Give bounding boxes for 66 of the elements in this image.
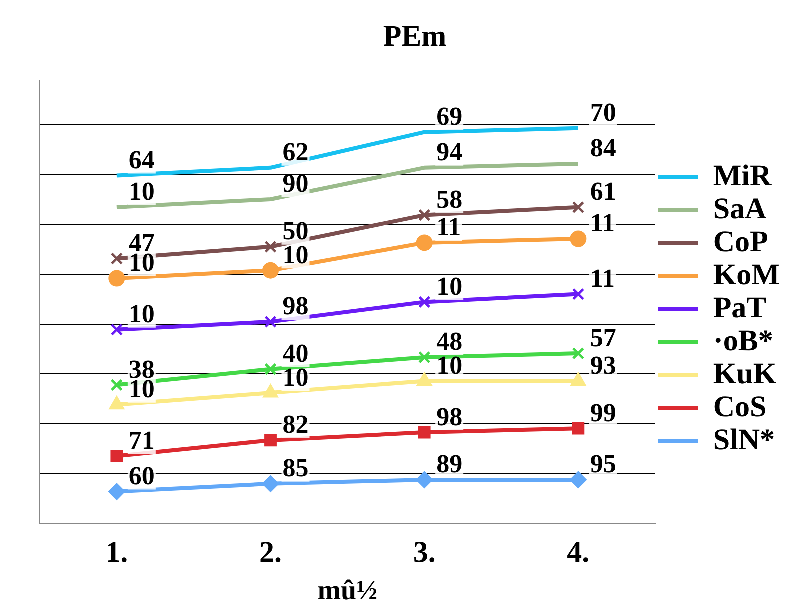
legend-label: CoP — [713, 225, 768, 258]
point — [262, 262, 280, 279]
point — [264, 434, 277, 447]
annotation: 94 — [436, 138, 463, 167]
point — [262, 476, 280, 492]
point — [110, 324, 124, 336]
chart-title: PEm — [383, 20, 447, 53]
annotation: 10 — [436, 272, 463, 301]
point — [572, 347, 585, 360]
annotation: 11 — [590, 208, 616, 238]
point — [418, 209, 431, 222]
point — [416, 234, 433, 252]
annotation: 61 — [590, 177, 616, 206]
annotation: 84 — [590, 134, 616, 163]
point — [110, 450, 124, 462]
annotation: 99 — [590, 398, 616, 428]
legend-label: CoS — [713, 390, 767, 424]
point — [418, 351, 431, 364]
annotation: 57 — [590, 323, 616, 352]
point — [570, 472, 587, 488]
annotation: 90 — [282, 169, 309, 198]
point — [572, 422, 585, 435]
annotation: 58 — [436, 185, 463, 214]
point — [264, 363, 277, 376]
legend-label: SlN* — [713, 423, 776, 456]
annotation: 89 — [436, 450, 463, 479]
point — [418, 296, 431, 308]
annotation: 98 — [436, 402, 463, 432]
point — [110, 378, 124, 392]
legend-label: KoM — [713, 258, 780, 292]
point — [108, 270, 126, 287]
annotation: 10 — [282, 362, 309, 392]
x-tick-label: 3. — [413, 536, 436, 570]
x-tick-label: 2. — [260, 536, 282, 570]
legend-label: KuK — [713, 357, 778, 390]
annotation: 71 — [128, 426, 155, 455]
annotation: 98 — [282, 292, 309, 321]
legend-label: PaT — [713, 291, 767, 324]
point — [570, 230, 587, 248]
x-axis-title: mû½ — [318, 575, 378, 606]
point — [108, 484, 126, 500]
annotation: 11 — [436, 212, 462, 242]
point — [418, 426, 431, 439]
point — [416, 472, 433, 488]
point — [110, 252, 124, 265]
legend-label: SaA — [713, 192, 768, 226]
legend-label: MiR — [713, 159, 772, 192]
annotation: 69 — [436, 102, 463, 132]
point — [264, 316, 277, 328]
point — [572, 288, 585, 300]
x-tick-label: 1. — [106, 536, 128, 570]
point — [572, 201, 585, 214]
annotation: 70 — [590, 98, 616, 128]
point — [264, 240, 277, 254]
annotation: 95 — [590, 450, 616, 479]
annotation: 62 — [282, 138, 309, 167]
annotation: 93 — [590, 350, 616, 380]
annotation: 10 — [128, 300, 155, 329]
annotation: 64 — [128, 146, 155, 175]
annotation: 11 — [590, 264, 616, 294]
annotation: 82 — [282, 410, 309, 440]
annotation: 60 — [128, 462, 155, 491]
legend-label: ·oB* — [713, 324, 774, 358]
x-tick-label: 4. — [567, 536, 590, 570]
annotation: 85 — [282, 454, 309, 483]
annotation: 10 — [128, 177, 155, 206]
